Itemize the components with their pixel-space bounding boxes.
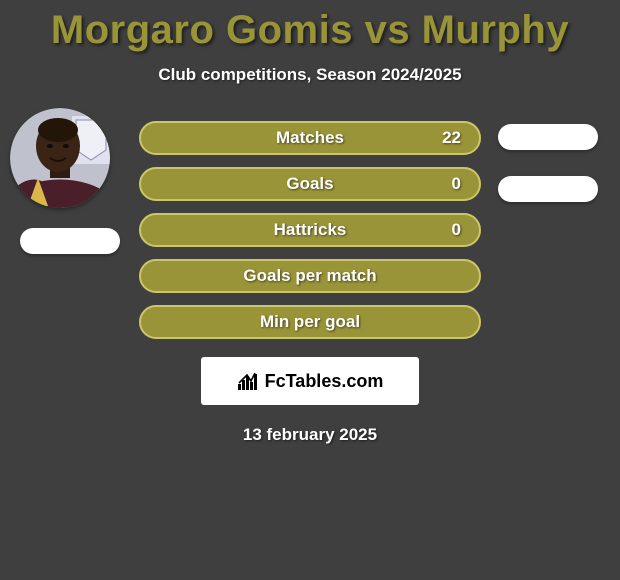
stat-bar-goals: Goals 0	[139, 167, 481, 201]
stat-bars: Matches 22 Goals 0 Hattricks 0 Goals per…	[0, 121, 620, 339]
stat-label: Min per goal	[260, 312, 360, 332]
stat-bar-hattricks: Hattricks 0	[139, 213, 481, 247]
comparison-card: Morgaro Gomis vs Murphy Club competition…	[0, 0, 620, 580]
date-line: 13 february 2025	[0, 425, 620, 445]
page-subtitle: Club competitions, Season 2024/2025	[0, 65, 620, 85]
page-title: Morgaro Gomis vs Murphy	[0, 0, 620, 53]
stat-bar-matches: Matches 22	[139, 121, 481, 155]
brand-badge: FcTables.com	[201, 357, 419, 405]
stat-label: Goals	[286, 174, 333, 194]
stat-bar-goals-per-match: Goals per match	[139, 259, 481, 293]
stat-value: 0	[452, 174, 461, 194]
stat-value: 22	[442, 128, 461, 148]
stat-label: Goals per match	[243, 266, 376, 286]
brand-bars-icon	[237, 370, 259, 392]
stat-label: Matches	[276, 128, 344, 148]
brand-text: FcTables.com	[265, 371, 384, 392]
stat-label: Hattricks	[274, 220, 347, 240]
stats-area: Matches 22 Goals 0 Hattricks 0 Goals per…	[0, 121, 620, 445]
stat-value: 0	[452, 220, 461, 240]
stat-bar-min-per-goal: Min per goal	[139, 305, 481, 339]
